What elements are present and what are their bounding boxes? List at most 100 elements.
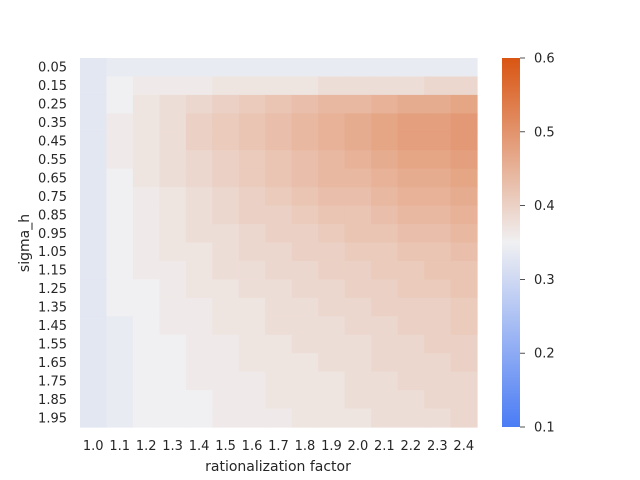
heatmap-cell [80, 353, 108, 373]
heatmap-cell [291, 187, 319, 207]
heatmap-cell [450, 113, 478, 133]
heatmap-cell [291, 58, 319, 78]
heatmap-cell [424, 150, 452, 170]
heatmap-cell [106, 168, 134, 188]
heatmap-cell [397, 334, 425, 354]
heatmap-cell [238, 168, 266, 188]
heatmap-cell [397, 113, 425, 133]
heatmap-cell [318, 150, 346, 170]
heatmap-cell [424, 224, 452, 244]
heatmap-cell [397, 371, 425, 391]
heatmap-cell [318, 131, 346, 151]
heatmap-cell [80, 334, 108, 354]
heatmap-cell [397, 353, 425, 373]
heatmap-cell [132, 168, 160, 188]
heatmap-cell [450, 371, 478, 391]
heatmap-cell [265, 150, 293, 170]
heatmap-cell [185, 94, 213, 114]
y-tick-label: 0.65 [38, 171, 67, 186]
y-tick-label: 0.05 [38, 61, 67, 76]
y-tick-label: 0.45 [38, 135, 67, 150]
heatmap-cell [159, 113, 187, 133]
heatmap-cell [371, 113, 399, 133]
heatmap-cell [371, 260, 399, 280]
colorbar [502, 58, 520, 427]
heatmap-cell [159, 353, 187, 373]
heatmap-cell [344, 316, 372, 336]
heatmap-cell [397, 224, 425, 244]
heatmap-cell [159, 168, 187, 188]
heatmap-cell [371, 408, 399, 428]
heatmap-cell [450, 297, 478, 317]
heatmap-cell [424, 353, 452, 373]
x-tick-label: 2.1 [374, 439, 395, 454]
heatmap-cell [291, 371, 319, 391]
heatmap-cell [106, 76, 134, 96]
heatmap-cell [80, 297, 108, 317]
heatmap-cell [80, 205, 108, 225]
heatmap-cell [265, 131, 293, 151]
heatmap-cell [106, 242, 134, 262]
heatmap-cell [132, 242, 160, 262]
heatmap-cell [265, 334, 293, 354]
heatmap-cell [450, 316, 478, 336]
heatmap-cell [371, 297, 399, 317]
heatmap-cell [450, 131, 478, 151]
heatmap-cell [80, 168, 108, 188]
y-tick-label: 1.05 [38, 245, 67, 260]
heatmap-cell [212, 242, 240, 262]
heatmap-cell [80, 371, 108, 391]
heatmap-cell [397, 187, 425, 207]
heatmap-cell [450, 353, 478, 373]
heatmap-cell [344, 334, 372, 354]
heatmap-cell [344, 150, 372, 170]
heatmap-cell [132, 371, 160, 391]
heatmap-cell [185, 187, 213, 207]
x-tick-label: 1.5 [215, 439, 236, 454]
heatmap-cell [450, 224, 478, 244]
heatmap-cell [132, 353, 160, 373]
heatmap-cell [212, 224, 240, 244]
heatmap-cell [212, 334, 240, 354]
heatmap-cell [424, 242, 452, 262]
heatmap-cell [212, 353, 240, 373]
heatmap-cell [159, 58, 187, 78]
heatmap-cell [371, 76, 399, 96]
heatmap-cell [238, 297, 266, 317]
heatmap-cell [344, 260, 372, 280]
y-tick-label: 1.85 [38, 393, 67, 408]
heatmap-cell [265, 390, 293, 410]
x-tick-labels: 1.0 1.1 1.2 1.3 1.4 1.5 1.6 1.7 1.8 1.9 2.0 2.1 2.2 2… [83, 439, 474, 454]
heatmap-cell [344, 94, 372, 114]
y-tick-label: 0.35 [38, 116, 67, 131]
heatmap-cell [318, 205, 346, 225]
y-tick-label: 1.55 [38, 337, 67, 352]
heatmap-cell [291, 408, 319, 428]
colorbar-tick-label: 0.1 [534, 421, 555, 436]
x-tick-label: 1.6 [242, 439, 263, 454]
heatmap-cell [80, 224, 108, 244]
heatmap-cell [238, 242, 266, 262]
heatmap-cell [212, 113, 240, 133]
heatmap-cell [291, 205, 319, 225]
heatmap-cell [318, 242, 346, 262]
heatmap-cell [238, 334, 266, 354]
heatmap-cell [424, 371, 452, 391]
heatmap-cell [212, 297, 240, 317]
heatmap-cell [238, 279, 266, 299]
heatmap-cell [185, 150, 213, 170]
heatmap-cell [132, 205, 160, 225]
heatmap-cell [397, 168, 425, 188]
x-tick-label: 1.9 [321, 439, 342, 454]
heatmap-cell [238, 408, 266, 428]
heatmap-cell [291, 279, 319, 299]
heatmap-cell [318, 113, 346, 133]
colorbar-tick-label: 0.5 [534, 125, 555, 140]
heatmap-cell [185, 297, 213, 317]
heatmap-cell [424, 187, 452, 207]
heatmap-cell [106, 260, 134, 280]
y-tick-label: 0.75 [38, 190, 67, 205]
heatmap-cell [424, 168, 452, 188]
heatmap-cell [106, 113, 134, 133]
heatmap-cell [291, 260, 319, 280]
